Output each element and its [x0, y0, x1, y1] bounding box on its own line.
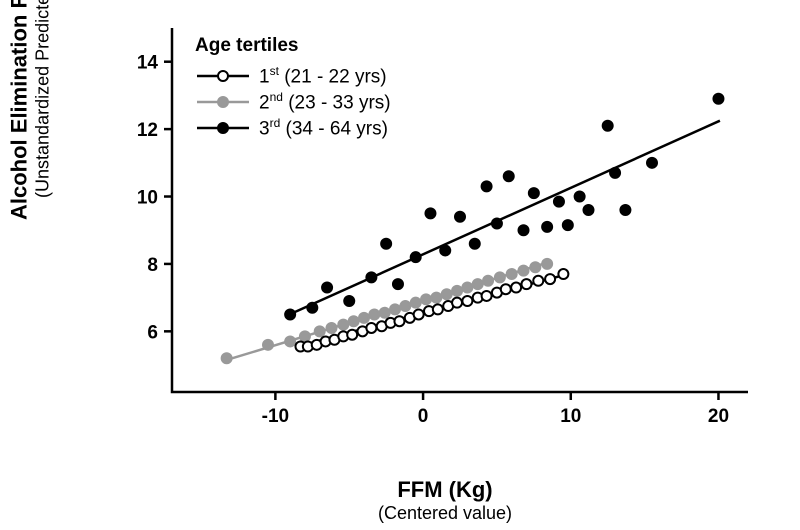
- data-point-s3: [492, 218, 502, 228]
- data-point-s1: [533, 276, 543, 286]
- data-point-s1: [452, 298, 462, 308]
- data-point-s2: [431, 293, 441, 303]
- data-point-s1: [511, 283, 521, 293]
- legend-label-s1: 1st (21 - 22 yrs): [259, 64, 387, 88]
- data-point-s2: [421, 294, 431, 304]
- data-point-s2: [519, 266, 529, 276]
- x-tick-label: 20: [708, 406, 729, 427]
- data-point-s3: [575, 192, 585, 202]
- data-point-s3: [425, 208, 435, 218]
- y-tick-label: 8: [147, 255, 158, 276]
- data-point-s1: [558, 269, 568, 279]
- data-point-s3: [482, 181, 492, 191]
- data-point-s1: [501, 284, 511, 294]
- data-point-s2: [473, 279, 483, 289]
- data-point-s2: [315, 326, 325, 336]
- data-point-s3: [322, 283, 332, 293]
- data-point-s1: [545, 274, 555, 284]
- legend-row-s1: 1st (21 - 22 yrs): [195, 63, 391, 89]
- data-point-s3: [519, 225, 529, 235]
- data-point-s2: [495, 272, 505, 282]
- legend: Age tertiles 1st (21 - 22 yrs)2nd (23 - …: [195, 35, 391, 141]
- x-tick-label: 0: [418, 406, 429, 427]
- data-point-s3: [366, 272, 376, 282]
- data-point-s1: [366, 323, 376, 333]
- data-point-s2: [263, 340, 273, 350]
- data-point-s1: [482, 291, 492, 301]
- data-point-s2: [338, 320, 348, 330]
- x-axis-title-sub: (Centered value): [130, 503, 760, 524]
- data-point-s3: [504, 171, 514, 181]
- data-point-s3: [563, 220, 573, 230]
- legend-row-s2: 2nd (23 - 33 yrs): [195, 89, 391, 115]
- y-axis-title-sub: (Unstandardized Predicted Value): [33, 0, 54, 220]
- data-point-s3: [713, 94, 723, 104]
- data-point-s3: [411, 252, 421, 262]
- legend-label-s3: 3rd (34 - 64 yrs): [259, 116, 388, 140]
- data-point-s3: [610, 168, 620, 178]
- data-point-s3: [344, 296, 354, 306]
- data-point-s2: [507, 269, 517, 279]
- data-point-s3: [393, 279, 403, 289]
- x-tick-label: 10: [560, 406, 581, 427]
- legend-swatch-s1: [195, 66, 251, 86]
- data-point-s2: [411, 298, 421, 308]
- data-point-s3: [455, 212, 465, 222]
- data-point-s3: [307, 303, 317, 313]
- data-point-s1: [394, 316, 404, 326]
- y-axis-title: Alcohol Elimination Rate (g/h) (Unstanda…: [7, 0, 54, 220]
- data-point-s3: [554, 197, 564, 207]
- x-axis-title: FFM (Kg) (Centered value): [130, 477, 760, 524]
- y-tick-label: 10: [137, 188, 158, 209]
- data-point-s3: [583, 205, 593, 215]
- y-axis-title-main: Alcohol Elimination Rate (g/h): [7, 0, 33, 220]
- data-point-s3: [529, 188, 539, 198]
- data-point-s3: [381, 239, 391, 249]
- data-point-s2: [483, 276, 493, 286]
- data-point-s2: [300, 331, 310, 341]
- legend-swatch-s3: [195, 118, 251, 138]
- y-tick-label: 14: [137, 53, 159, 74]
- data-point-s2: [349, 316, 359, 326]
- y-tick-label: 6: [147, 322, 158, 343]
- data-point-s2: [327, 323, 337, 333]
- data-point-s2: [442, 289, 452, 299]
- data-point-s2: [530, 262, 540, 272]
- data-point-s1: [462, 296, 472, 306]
- y-tick-label: 12: [137, 120, 158, 141]
- data-point-s2: [369, 309, 379, 319]
- data-point-s3: [440, 245, 450, 255]
- data-point-s2: [380, 308, 390, 318]
- data-point-s2: [285, 336, 295, 346]
- data-point-s3: [603, 121, 613, 131]
- data-point-s2: [390, 304, 400, 314]
- legend-title: Age tertiles: [195, 35, 391, 57]
- legend-label-s2: 2nd (23 - 33 yrs): [259, 90, 391, 114]
- x-tick-label: -10: [262, 406, 289, 427]
- x-axis-title-main: FFM (Kg): [130, 477, 760, 503]
- data-point-s2: [452, 286, 462, 296]
- data-point-s2: [462, 283, 472, 293]
- data-point-s2: [222, 353, 232, 363]
- data-point-s2: [400, 301, 410, 311]
- data-point-s1: [347, 330, 357, 340]
- data-point-s3: [285, 309, 295, 319]
- data-point-s1: [433, 304, 443, 314]
- legend-swatch-s2: [195, 92, 251, 112]
- data-point-s3: [542, 222, 552, 232]
- data-point-s2: [359, 313, 369, 323]
- data-point-s3: [620, 205, 630, 215]
- data-point-s3: [470, 239, 480, 249]
- legend-row-s3: 3rd (34 - 64 yrs): [195, 115, 391, 141]
- data-point-s3: [647, 158, 657, 168]
- data-point-s1: [521, 279, 531, 289]
- data-point-s2: [542, 259, 552, 269]
- data-point-s1: [414, 309, 424, 319]
- chart-root: Alcohol Elimination Rate (g/h) (Unstanda…: [0, 0, 800, 530]
